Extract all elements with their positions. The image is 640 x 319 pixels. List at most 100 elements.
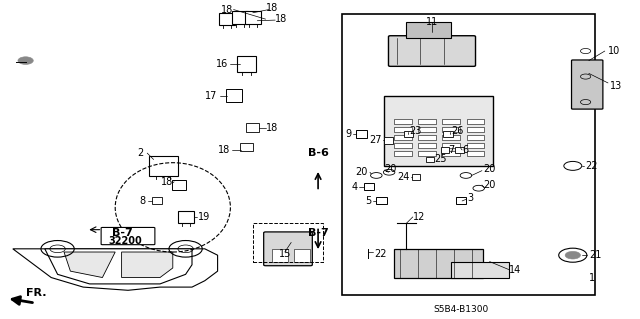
Text: 20: 20 [385, 164, 397, 174]
Bar [253, 223, 323, 262]
Bar [442, 151, 460, 156]
Bar [412, 174, 420, 180]
Text: 2: 2 [138, 148, 144, 158]
Bar [426, 157, 435, 162]
Bar [152, 197, 162, 204]
Bar [237, 56, 256, 72]
Bar [418, 151, 436, 156]
Bar [272, 249, 288, 262]
Bar [467, 151, 484, 156]
Bar [342, 14, 595, 295]
Bar [442, 135, 460, 140]
Bar [418, 143, 436, 148]
Text: 32200: 32200 [109, 236, 143, 246]
Bar [394, 249, 483, 278]
Text: 18: 18 [266, 122, 278, 133]
Text: 13: 13 [610, 81, 622, 91]
Circle shape [18, 57, 33, 64]
Bar [442, 119, 460, 124]
Bar [467, 119, 484, 124]
Text: 7: 7 [448, 145, 454, 155]
Text: 12: 12 [413, 212, 425, 222]
Bar [376, 197, 387, 204]
Bar [467, 135, 484, 140]
Circle shape [565, 251, 580, 259]
Polygon shape [64, 252, 115, 278]
Text: 26: 26 [451, 126, 463, 136]
Text: 16: 16 [216, 59, 228, 69]
Bar [451, 262, 509, 278]
Bar [394, 151, 412, 156]
FancyBboxPatch shape [264, 232, 312, 266]
Text: 1: 1 [589, 272, 595, 283]
Text: 20: 20 [483, 164, 495, 174]
Text: 11: 11 [426, 17, 438, 27]
FancyBboxPatch shape [572, 60, 603, 109]
Bar [356, 130, 367, 138]
Text: 18: 18 [161, 177, 173, 187]
Text: 3: 3 [467, 193, 474, 203]
Text: B-6: B-6 [308, 148, 328, 158]
Text: 19: 19 [198, 212, 211, 222]
Bar [149, 156, 178, 176]
Bar [467, 143, 484, 148]
Bar [443, 131, 453, 137]
Bar [456, 147, 463, 153]
Text: 18: 18 [275, 14, 287, 24]
Bar [364, 183, 374, 190]
Text: 18: 18 [221, 4, 234, 15]
Text: S5B4-B1300: S5B4-B1300 [433, 305, 488, 314]
Bar [394, 143, 412, 148]
Bar [440, 147, 449, 153]
Bar [219, 13, 236, 25]
Bar [226, 89, 242, 102]
Bar [442, 127, 460, 132]
Bar [172, 180, 186, 190]
Text: B-7: B-7 [112, 228, 132, 238]
Bar [467, 127, 484, 132]
Bar [418, 127, 436, 132]
Text: 6: 6 [463, 145, 469, 155]
Text: 8: 8 [140, 196, 146, 206]
Bar [232, 11, 248, 24]
Bar [456, 197, 466, 204]
Polygon shape [122, 252, 173, 278]
Text: 4: 4 [351, 182, 358, 192]
Bar [406, 22, 451, 38]
Text: 5: 5 [365, 196, 371, 206]
Text: 14: 14 [509, 264, 521, 275]
Bar [246, 123, 259, 132]
Bar [404, 131, 413, 137]
Text: 17: 17 [205, 91, 218, 101]
Text: 15: 15 [278, 249, 291, 259]
Text: 10: 10 [608, 46, 620, 56]
Bar [384, 137, 393, 144]
Text: 20: 20 [356, 167, 368, 177]
Text: 18: 18 [266, 3, 278, 13]
FancyBboxPatch shape [101, 227, 155, 245]
Polygon shape [45, 249, 192, 284]
Text: 20: 20 [483, 180, 495, 190]
Bar [177, 211, 193, 223]
Text: 27: 27 [369, 135, 381, 145]
Bar [294, 249, 310, 262]
Bar [384, 96, 493, 166]
Text: 22: 22 [374, 249, 387, 259]
Text: 24: 24 [397, 172, 410, 182]
Bar [418, 135, 436, 140]
Text: 22: 22 [586, 161, 598, 171]
Text: 21: 21 [589, 250, 601, 260]
Bar [394, 127, 412, 132]
Bar [418, 119, 436, 124]
Bar [245, 11, 261, 24]
Text: B-7: B-7 [308, 228, 328, 238]
Text: 23: 23 [410, 126, 422, 136]
Bar [442, 143, 460, 148]
Text: 18: 18 [218, 145, 230, 155]
Polygon shape [13, 249, 218, 290]
Text: FR.: FR. [26, 288, 46, 299]
Bar [394, 135, 412, 140]
Text: 25: 25 [434, 154, 447, 165]
Bar [394, 119, 412, 124]
FancyBboxPatch shape [388, 36, 476, 66]
